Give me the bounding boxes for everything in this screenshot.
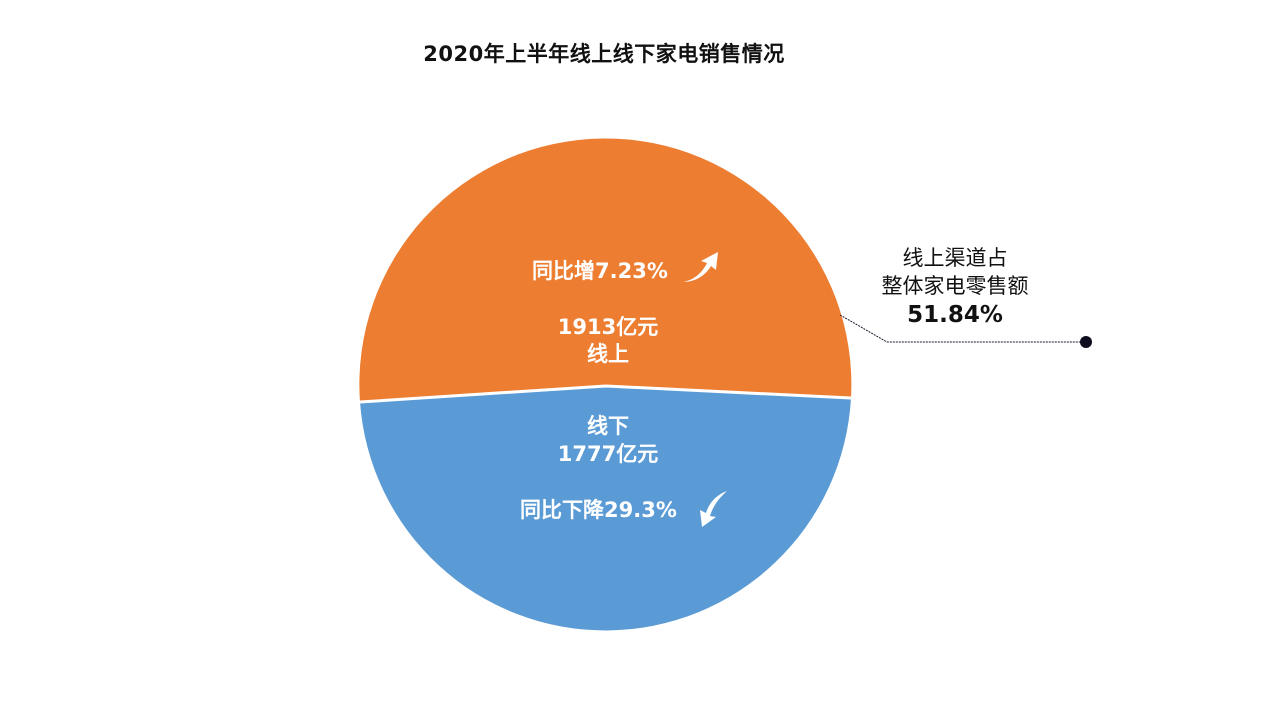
chart-title: 2020年上半年线上线下家电销售情况 <box>423 42 785 66</box>
callout-line-1: 线上渠道占 <box>902 246 1008 270</box>
pie-slice-online[interactable] <box>359 138 852 402</box>
offline-name-label: 线下 <box>587 414 629 438</box>
callout-percent: 51.84% <box>907 302 1003 328</box>
callout-leader-line <box>839 314 1084 343</box>
online-name-label: 线上 <box>587 342 629 366</box>
pie-slice-offline[interactable] <box>360 387 851 631</box>
arrow-up-right-icon <box>683 252 718 282</box>
slice-divider <box>359 384 852 404</box>
online-value-label: 1913亿元 <box>557 315 659 339</box>
callout-dot-icon <box>1080 336 1092 348</box>
arrow-down-left-icon <box>700 491 727 527</box>
offline-value-label: 1777亿元 <box>557 442 659 466</box>
callout-line-2: 整体家电零售额 <box>881 274 1029 298</box>
online-share-callout: 线上渠道占 整体家电零售额 51.84% <box>860 244 1050 330</box>
offline-yoy-label: 同比下降29.3% <box>520 498 677 522</box>
online-yoy-label: 同比增7.23% <box>532 259 668 283</box>
